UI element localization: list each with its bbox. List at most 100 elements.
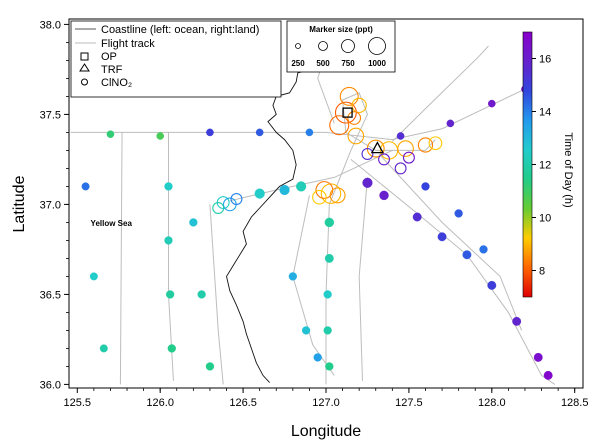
- clno2-point: [320, 183, 342, 204]
- colorbar-tick-label: 16: [539, 54, 551, 66]
- size-legend-title: Marker size (ppt): [309, 25, 373, 34]
- flight-track-line: [391, 45, 489, 142]
- x-tick-label: 127.5: [395, 397, 423, 409]
- coastline: [226, 63, 323, 383]
- clno2-point: [329, 115, 350, 136]
- flight-track-line: [229, 149, 393, 202]
- colorbar-tick-label: 10: [539, 213, 551, 225]
- site-trf-marker: [370, 141, 384, 154]
- clno2-point: [254, 188, 265, 199]
- clno2-point: [329, 187, 346, 204]
- x-tick-label: 125.5: [64, 397, 92, 409]
- clno2-point: [462, 250, 472, 260]
- y-axis-label: Latitude: [11, 175, 28, 232]
- clno2-point: [488, 99, 496, 108]
- clno2-point: [362, 177, 373, 188]
- clno2-point: [164, 182, 173, 191]
- colorbar: [522, 31, 533, 298]
- clno2-point: [99, 344, 108, 353]
- x-tick-label: 126.0: [146, 397, 174, 409]
- x-tick-label: 128.0: [478, 397, 506, 409]
- clno2-point: [454, 209, 463, 218]
- clno2-point: [324, 253, 334, 263]
- flight-track-line: [325, 92, 436, 385]
- legend-op-label: OP: [101, 51, 117, 63]
- clno2-point: [428, 136, 443, 151]
- flight-track-line: [167, 132, 174, 381]
- size-legend: Marker size (ppt) 250 500 750 1000: [286, 20, 396, 73]
- y-tick-label: 36.0: [40, 379, 61, 391]
- size-1000-label: 1000: [368, 59, 386, 68]
- flight-track-line: [292, 195, 335, 376]
- x-tick-label: 128.5: [561, 397, 589, 409]
- clno2-point: [347, 111, 362, 125]
- clno2-point: [312, 189, 327, 205]
- clno2-point: [301, 326, 311, 335]
- clno2-points: [81, 85, 553, 380]
- clno2-point: [89, 272, 98, 281]
- size-500-swatch: [318, 41, 328, 51]
- colorbar-tick-label: 14: [539, 107, 551, 119]
- coastline-path: [226, 63, 323, 383]
- clno2-point: [351, 97, 367, 114]
- clno2-point: [156, 132, 164, 140]
- flight-track-line: [378, 153, 523, 331]
- size-250-swatch: [295, 43, 301, 49]
- clno2-point: [296, 181, 307, 192]
- clno2-point: [279, 184, 290, 196]
- clno2-point: [361, 148, 374, 160]
- y-tick-label: 36.5: [40, 289, 61, 301]
- clno2-point: [446, 119, 455, 128]
- flight-track-line: [209, 204, 224, 385]
- clno2-point: [212, 202, 225, 214]
- clno2-point: [313, 353, 322, 362]
- clno2-point: [487, 280, 497, 290]
- legend-clno2-label: ClNO₂: [101, 77, 132, 89]
- legend-box: [70, 20, 282, 98]
- clno2-point: [378, 153, 391, 166]
- legend-op-swatch: [80, 52, 89, 61]
- clno2-point: [323, 290, 332, 299]
- clno2-point: [164, 236, 173, 245]
- clno2-point: [421, 182, 430, 191]
- colorbar-tick-label: 12: [539, 160, 551, 172]
- sites: [342, 107, 384, 154]
- clno2-point: [396, 132, 405, 140]
- y-tick-label: 38.0: [40, 19, 61, 31]
- clno2-point: [288, 272, 297, 281]
- clno2-point: [324, 217, 335, 228]
- clno2-point: [339, 86, 359, 106]
- clno2-point: [479, 245, 488, 254]
- size-750-label: 750: [341, 59, 355, 68]
- clno2-point: [347, 127, 365, 145]
- colorbar-label: Time of Day (h): [562, 132, 574, 207]
- x-tick-label: 126.5: [229, 397, 257, 409]
- size-500-label: 500: [316, 59, 330, 68]
- clno2-point: [323, 326, 332, 335]
- clno2-point: [325, 362, 334, 371]
- clno2-point: [230, 193, 243, 205]
- size-750-swatch: [341, 39, 355, 53]
- legend: Coastline (left: ocean, right:land) Flig…: [70, 20, 282, 98]
- clno2-point: [206, 128, 214, 137]
- clno2-point: [165, 290, 175, 299]
- clno2-point: [412, 212, 422, 222]
- legend-coast-label: Coastline (left: ocean, right:land): [101, 24, 259, 36]
- clno2-point: [533, 352, 543, 362]
- legend-trf-label: TRF: [101, 64, 123, 76]
- clno2-point: [512, 316, 522, 326]
- yellow-sea-label: Yellow Sea: [91, 219, 133, 228]
- legend-track-label: Flight track: [101, 38, 155, 50]
- clno2-point: [81, 182, 90, 191]
- clno2-point: [543, 370, 553, 380]
- x-tick-label: 127.0: [312, 397, 340, 409]
- x-axis-label: Longitude: [291, 423, 361, 440]
- clno2-point: [189, 218, 198, 227]
- clno2-point: [305, 128, 314, 137]
- size-250-label: 250: [291, 59, 305, 68]
- clno2-point: [402, 151, 415, 164]
- colorbar-tick-label: 8: [539, 266, 545, 278]
- legend-trf-swatch: [79, 63, 90, 72]
- clno2-point: [106, 130, 115, 139]
- site-op-marker: [342, 107, 353, 118]
